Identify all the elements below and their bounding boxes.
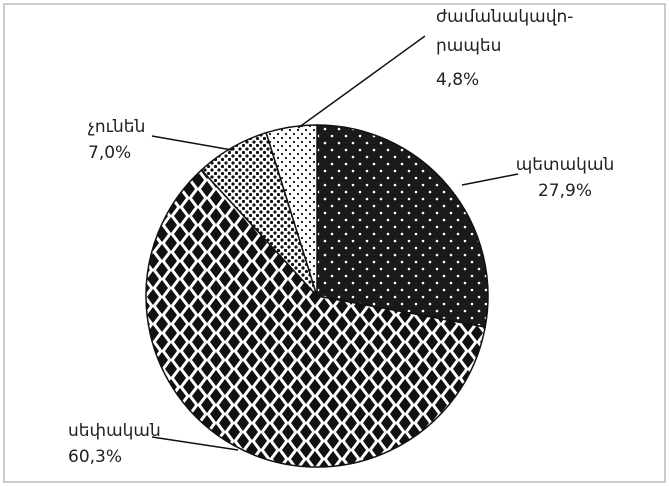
pie-slice [145, 168, 487, 468]
slice-label: պետական [516, 155, 615, 175]
pie-slice [316, 124, 489, 328]
leader-line [461, 173, 519, 186]
labels: պետական 27,9% սեփական 60,3% չունեն 7,0% ժամանա… [68, 7, 614, 467]
pie [145, 124, 489, 468]
slice-label: ժամանակավո- [436, 7, 573, 27]
leader-line [151, 135, 233, 151]
value-label: 7,0% [88, 143, 131, 163]
frame [3, 3, 666, 483]
value-label: 4,8% [436, 70, 479, 90]
slice-label: չունեն [88, 117, 145, 137]
pie-slice [265, 124, 318, 297]
value-label: 60,3% [68, 447, 122, 467]
value-label: 27,9% [538, 181, 592, 201]
slice-label: սեփական [68, 421, 161, 441]
leader-line [151, 436, 239, 451]
leader-line [297, 35, 426, 129]
slice-label: րապես [436, 36, 501, 56]
